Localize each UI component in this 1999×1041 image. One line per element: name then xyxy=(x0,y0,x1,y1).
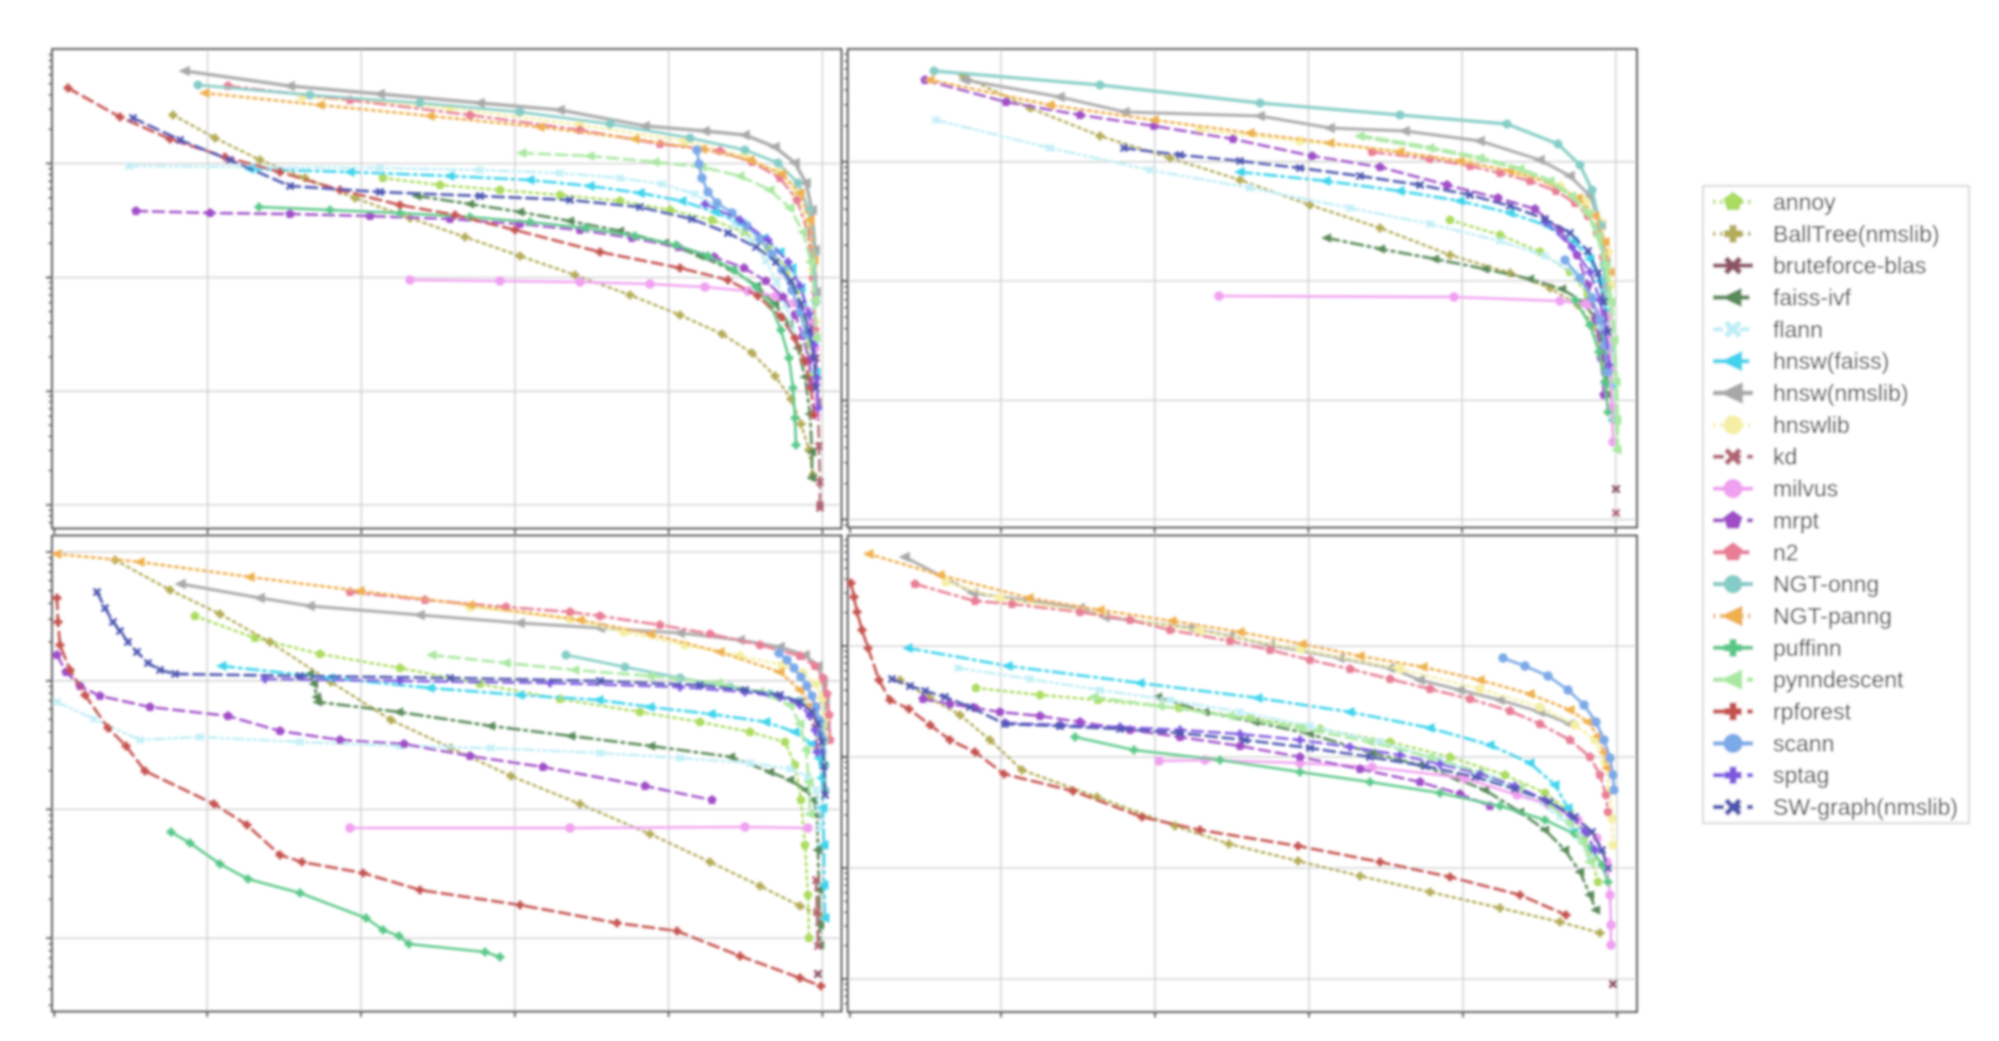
svg-text:milvus: milvus xyxy=(1773,476,1838,502)
svg-text:mrpt: mrpt xyxy=(1773,507,1820,533)
svg-text:bruteforce-blas: bruteforce-blas xyxy=(1773,253,1926,279)
svg-text:NGT-panng: NGT-panng xyxy=(1773,603,1892,629)
svg-text:faiss-ivf: faiss-ivf xyxy=(1773,285,1852,311)
svg-text:annoy: annoy xyxy=(1773,189,1836,215)
svg-text:hnswlib: hnswlib xyxy=(1773,412,1850,438)
svg-text:n2: n2 xyxy=(1773,539,1799,565)
svg-text:BallTree(nmslib): BallTree(nmslib) xyxy=(1773,221,1940,247)
svg-text:scann: scann xyxy=(1773,730,1834,756)
svg-text:NGT-onng: NGT-onng xyxy=(1773,571,1879,597)
svg-text:hnsw(nmslib): hnsw(nmslib) xyxy=(1773,380,1908,406)
svg-text:hnsw(faiss): hnsw(faiss) xyxy=(1773,348,1889,374)
svg-text:puffinn: puffinn xyxy=(1773,635,1842,661)
svg-text:flann: flann xyxy=(1773,316,1823,342)
svg-text:rpforest: rpforest xyxy=(1773,699,1852,725)
svg-text:sptag: sptag xyxy=(1773,762,1829,788)
svg-text:pynndescent: pynndescent xyxy=(1773,667,1904,693)
svg-text:kd: kd xyxy=(1773,444,1797,470)
svg-text:SW-graph(nmslib): SW-graph(nmslib) xyxy=(1773,794,1958,820)
